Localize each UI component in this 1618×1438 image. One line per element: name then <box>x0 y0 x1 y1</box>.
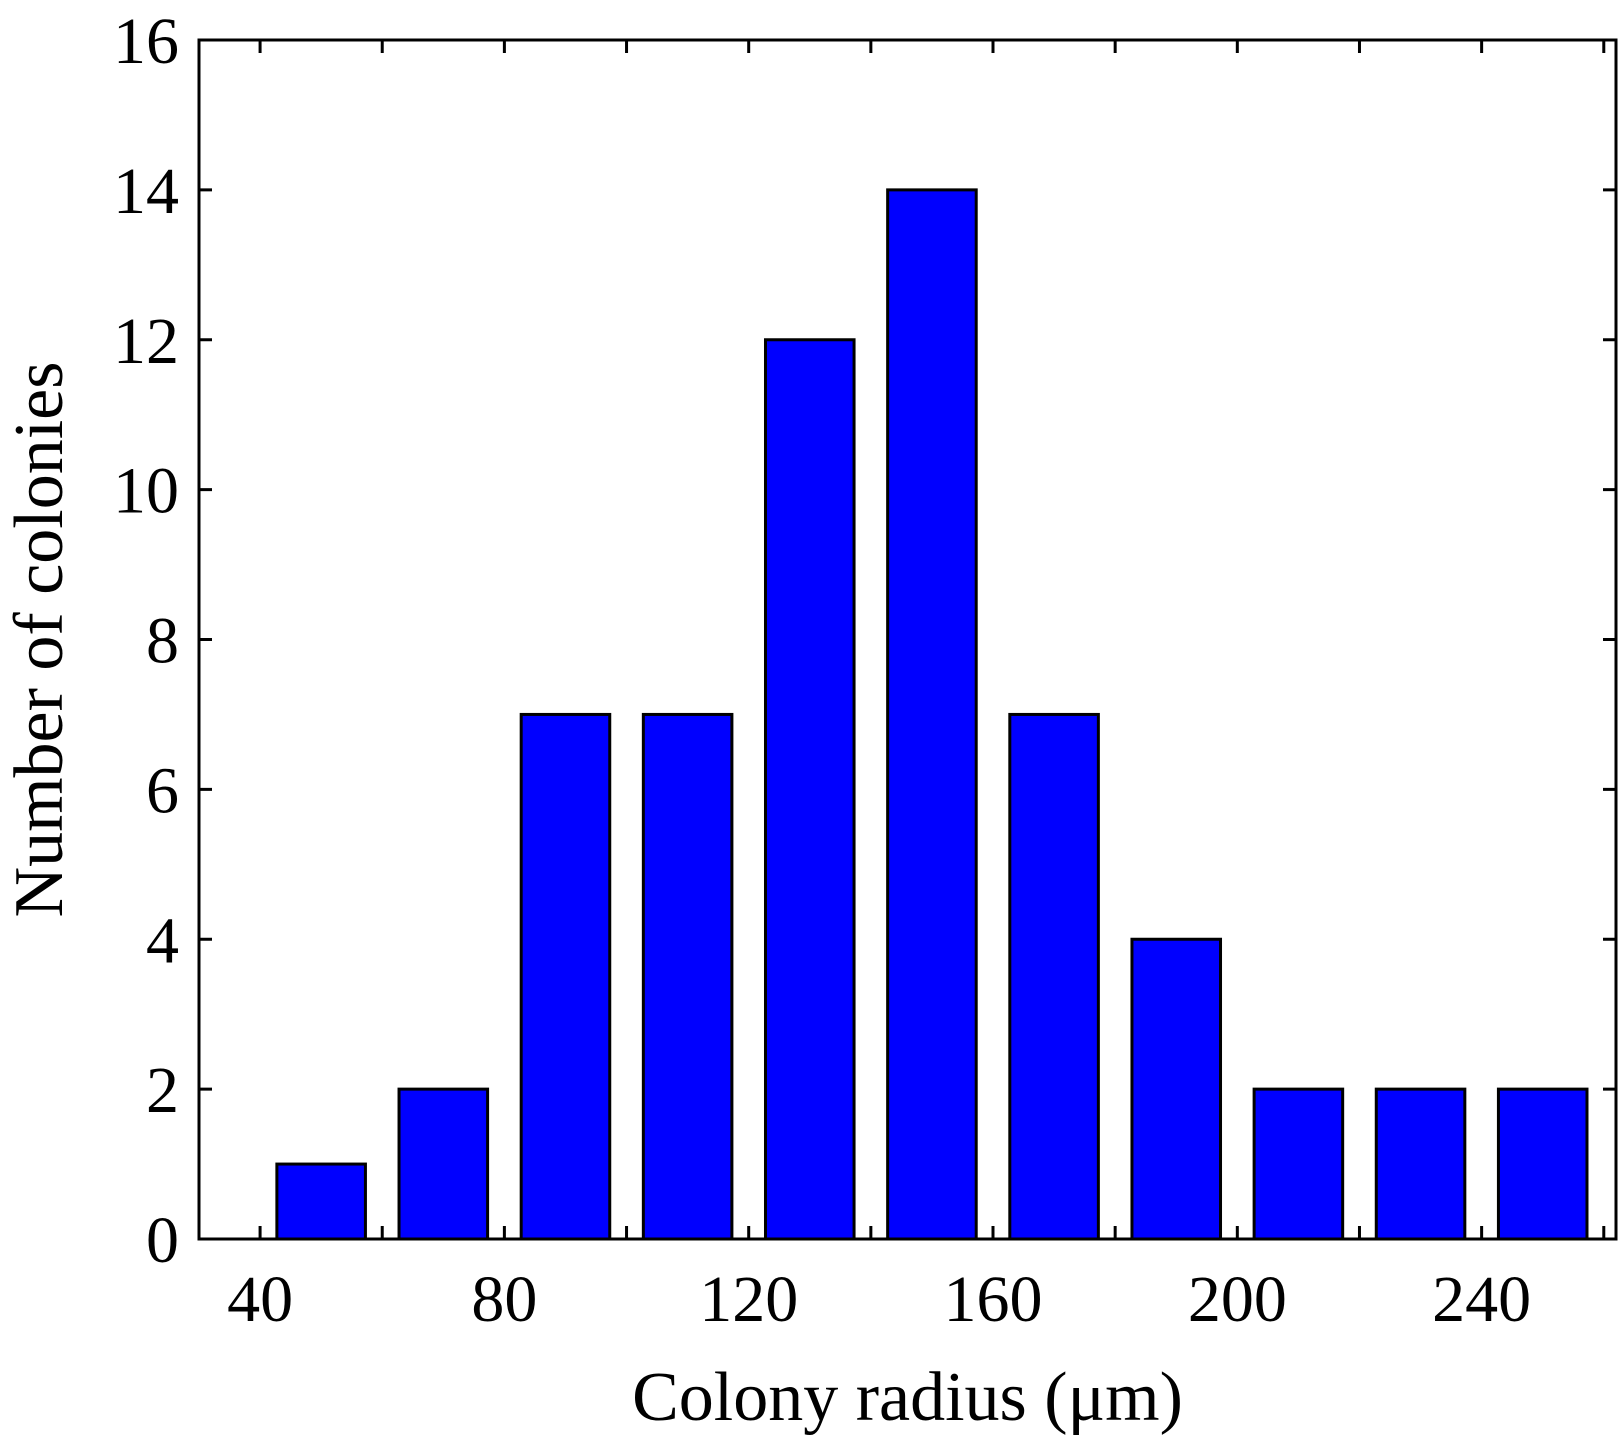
y-tick-label-6: 6 <box>146 754 179 827</box>
y-tick-labels: 0 2 4 6 8 10 12 14 16 <box>113 5 179 1277</box>
x-tick-labels: 40 80 120 160 200 240 <box>227 1263 1531 1336</box>
y-tick-label-12: 12 <box>113 305 179 378</box>
bar-190 <box>1130 937 1223 1241</box>
bar-250 <box>1496 1087 1589 1241</box>
bar-70 <box>397 1087 490 1241</box>
x-tick-label-160: 160 <box>944 1263 1043 1336</box>
x-tick-label-40: 40 <box>227 1263 293 1336</box>
bar-90 <box>519 712 612 1241</box>
bar-110 <box>641 712 734 1241</box>
bar-230 <box>1374 1087 1467 1241</box>
bar-210 <box>1252 1087 1345 1241</box>
y-tick-label-14: 14 <box>113 155 179 228</box>
y-tick-label-2: 2 <box>146 1054 179 1127</box>
bar-150 <box>886 188 978 1241</box>
plot-frame <box>197 38 1618 1241</box>
bar-50 <box>275 1162 367 1241</box>
bar-170 <box>1008 712 1100 1241</box>
y-tick-label-8: 8 <box>146 605 179 678</box>
x-tick-label-80: 80 <box>471 1263 537 1336</box>
x-tick-label-120: 120 <box>699 1263 798 1336</box>
x-tick-label-200: 200 <box>1188 1263 1287 1336</box>
x-tick-label-240: 240 <box>1432 1263 1531 1336</box>
bar-130 <box>763 338 856 1241</box>
y-axis-title: Number of colonies <box>1 362 78 918</box>
y-tick-label-10: 10 <box>113 455 179 528</box>
y-tick-label-16: 16 <box>113 5 179 78</box>
y-tick-label-0: 0 <box>146 1204 179 1277</box>
x-axis-title: Colony radius (μm) <box>632 1359 1183 1436</box>
y-tick-label-4: 4 <box>146 904 179 977</box>
bars-group <box>275 188 1589 1241</box>
